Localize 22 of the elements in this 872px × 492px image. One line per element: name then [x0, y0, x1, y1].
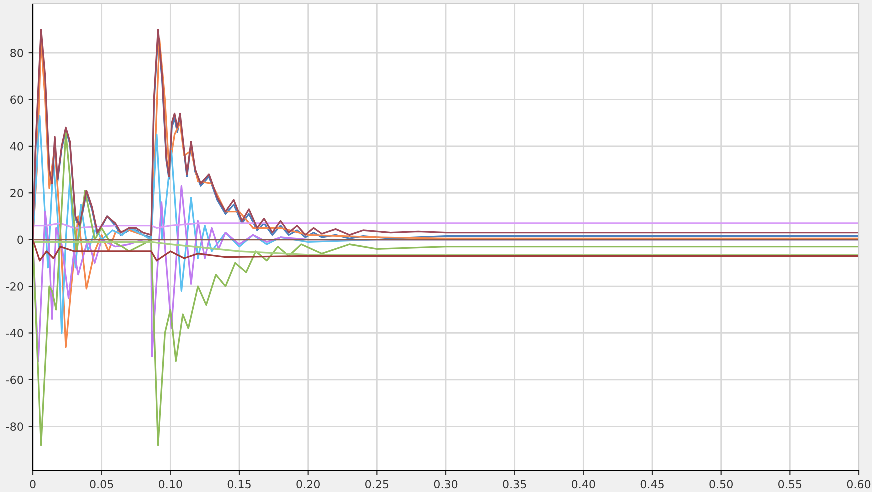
x-tick-label: 0.50	[710, 480, 733, 489]
y-tick-label: -60	[6, 376, 24, 384]
x-tick-label: 0.15	[228, 480, 251, 489]
x-tick-label: 0.25	[366, 480, 389, 489]
x-tick-label: 0.45	[640, 480, 664, 489]
y-tick-label: 40	[10, 142, 24, 151]
x-tick-label: 0.40	[572, 480, 596, 489]
x-tick-label: 0.35	[503, 480, 526, 489]
y-tick-label: 80	[10, 49, 24, 58]
x-tick-label: 0	[30, 480, 36, 489]
y-tick-label: 20	[10, 189, 24, 198]
x-tick-label: 0.10	[159, 480, 182, 489]
y-tick-label: 0	[18, 236, 24, 244]
x-tick-label: 0.60	[847, 480, 871, 489]
y-tick-label: -80	[6, 422, 24, 432]
x-tick-label: 0.20	[296, 480, 320, 489]
y-tick-label: -40	[6, 329, 24, 338]
x-tick-label: 0.55	[778, 480, 802, 489]
y-tick-label: -20	[6, 282, 24, 291]
x-tick-label: 0.05	[90, 480, 114, 489]
x-tick-label: 0.30	[434, 480, 458, 489]
y-tick-label: 60	[10, 96, 24, 104]
